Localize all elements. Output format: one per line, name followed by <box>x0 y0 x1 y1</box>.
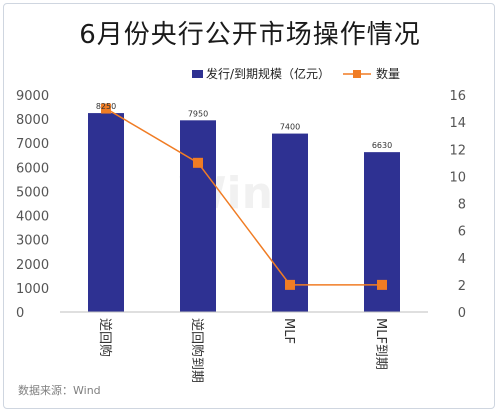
y2-tick-label: 14 <box>449 116 466 131</box>
y-axis-left: 0 1000 2000 3000 4000 5000 6000 7000 8000 9000 <box>16 89 49 321</box>
line-point <box>101 103 111 114</box>
x-category-label: 逆回购到期 <box>189 318 205 383</box>
legend-bar-swatch <box>192 70 203 78</box>
legend: 发行/到期规模（亿元） 数量 <box>192 66 400 81</box>
y-tick-label: 8000 <box>16 113 49 128</box>
y2-tick-label: 10 <box>449 170 466 185</box>
legend-line-marker <box>353 70 361 78</box>
bar <box>88 113 124 312</box>
bar-series <box>88 113 400 312</box>
legend-line-label: 数量 <box>376 66 400 81</box>
y-tick-label: 9000 <box>16 89 49 104</box>
y2-tick-label: 0 <box>458 306 466 321</box>
bar-data-label: 7950 <box>188 109 208 118</box>
y2-tick-label: 8 <box>458 198 466 213</box>
y2-tick-label: 12 <box>449 143 466 158</box>
line-point <box>193 157 203 168</box>
line-path <box>105 107 382 286</box>
y2-tick-label: 2 <box>458 279 466 294</box>
line-point <box>377 279 387 290</box>
x-category-label: 逆回购 <box>97 318 113 357</box>
x-category-label: MLF到期 <box>373 318 388 370</box>
y-tick-label: 4000 <box>16 210 49 225</box>
source-note: 数据来源：Wind <box>18 384 101 397</box>
bar <box>180 120 216 312</box>
bar-data-labels: 8250 7950 7400 6630 <box>96 102 392 150</box>
chart-title: 6月份央行公开市场操作情况 <box>79 20 421 50</box>
y-tick-label: 1000 <box>16 282 49 297</box>
line-point <box>285 279 295 290</box>
y2-tick-label: 16 <box>449 89 466 104</box>
y-tick-label: 7000 <box>16 137 49 152</box>
legend-bar-label: 发行/到期规模（亿元） <box>206 66 330 81</box>
line-series <box>101 103 387 290</box>
y-tick-label: 3000 <box>16 234 49 249</box>
bar-data-label: 6630 <box>372 141 392 150</box>
x-axis-categories: 逆回购 逆回购到期 MLF MLF到期 <box>97 318 388 383</box>
y-axis-right: 0 2 4 6 8 10 12 14 16 <box>449 89 466 321</box>
x-category-label: MLF <box>281 318 296 344</box>
bar-data-label: 7400 <box>280 123 300 132</box>
y2-tick-label: 6 <box>458 225 466 240</box>
chart-frame <box>3 3 495 409</box>
bar-data-label: 8250 <box>96 102 116 111</box>
y-tick-label: 5000 <box>16 185 49 200</box>
y-tick-label: 0 <box>16 306 24 321</box>
y-tick-label: 6000 <box>16 161 49 176</box>
y-tick-label: 2000 <box>16 258 49 273</box>
y2-tick-label: 4 <box>458 252 466 267</box>
